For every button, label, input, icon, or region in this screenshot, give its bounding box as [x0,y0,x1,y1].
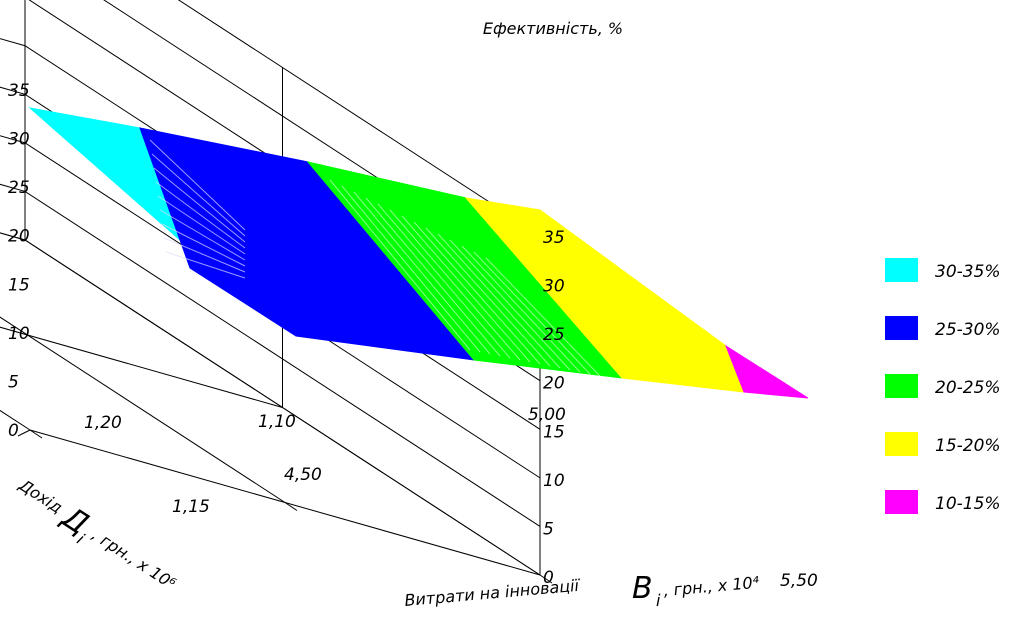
hatch-line [341,185,481,353]
x-axis-subscript: і [656,591,661,610]
z-tick-right: 25 [543,325,565,345]
hatch-line [153,167,246,243]
hatch-line [159,209,246,261]
y-tick-label: 1,20 [84,413,122,433]
z-tick-left: 25 [8,178,30,198]
z-tick-right: 0 [543,568,554,588]
legend-swatch [885,316,918,340]
x-axis-unit: , грн., х 10⁴ [663,573,761,600]
z-gridline [177,0,541,236]
z-tick-left: 10 [8,324,30,344]
hatch-line [163,237,246,273]
hatch-line [329,179,471,351]
hatch-line [485,257,601,377]
z-tick-left: 15 [8,275,30,295]
x-axis-symbol: В [632,571,653,606]
hatch-line [151,153,246,237]
legend-swatch [885,374,918,398]
hatch-line [425,227,551,367]
z-gridline [103,0,541,284]
legend: 30-35% 25-30% 20-25% 15-20% 10-15% [885,258,1001,514]
hatch-line [389,209,521,361]
y-axis-title: Дохід [15,475,66,517]
legend-swatch [885,490,918,514]
hatch-line [449,239,571,371]
x-tick-label: 5,00 [528,405,566,425]
floor-gridline [0,326,283,408]
legend-label: 30-35% [935,262,1001,282]
hatch-line [401,215,531,363]
hatch-line [365,197,501,357]
z-tick-left: 0 [8,421,19,441]
z-tick-right: 35 [543,228,565,248]
y-tick-mark [17,429,31,437]
z-tick-right: 15 [543,422,565,442]
z-tick-left: 5 [8,372,19,392]
hatch-line [437,233,561,369]
legend-swatch [885,432,918,456]
z-tick-left: 20 [8,227,30,247]
surface-band [139,127,476,361]
surface [28,107,809,399]
chart-title: Ефективність, % [483,19,623,38]
z-tick-right: 10 [543,471,565,491]
x-tick-label: 5,50 [780,571,818,591]
hatch-line [413,221,541,365]
z-tick-left: 30 [8,130,30,150]
hatch-line [473,251,591,375]
surface-hatch [149,139,601,377]
legend-label: 15-20% [935,436,1001,456]
hatch-line [353,191,491,355]
z-tick-right: 5 [543,519,554,539]
y-axis-unit: , грн., х 10⁶ [89,525,180,593]
y-tick-label: 1,15 [172,497,210,517]
surface-band [724,344,809,399]
hatch-line [161,223,246,267]
z-tick-right: 30 [543,277,565,297]
z-tick-left: 35 [8,81,30,101]
z-tick-right: 20 [543,374,565,394]
legend-swatch [885,258,918,282]
floor-gridline [0,232,26,241]
x-tick-mark [284,502,298,511]
x-tick-label: 4,50 [284,465,322,485]
hatch-line [157,195,246,255]
hatch-line [149,139,246,231]
legend-label: 20-25% [935,378,1001,398]
legend-label: 25-30% [935,320,1001,340]
hatch-line [165,251,246,279]
y-tick-label: 1,10 [258,412,296,432]
x-tick-mark [539,574,553,584]
x-axis-title: Витрати на інновації [404,576,583,610]
hatch-line [155,181,246,249]
legend-label: 10-15% [935,494,1001,514]
hatch-line [377,203,511,359]
hatch-line [461,245,581,373]
x-tick-mark [29,429,43,439]
